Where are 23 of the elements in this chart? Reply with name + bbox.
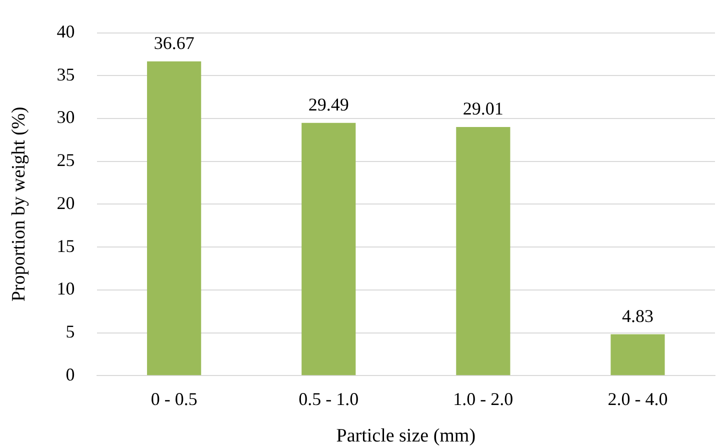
bar bbox=[147, 61, 202, 376]
x-tick-label: 1.0 - 2.0 bbox=[453, 389, 514, 410]
y-tick-label: 35 bbox=[56, 64, 75, 84]
data-label: 36.67 bbox=[154, 33, 194, 54]
data-label: 29.49 bbox=[308, 94, 349, 115]
x-tick-label: 0.5 - 1.0 bbox=[298, 389, 359, 410]
data-label: 29.01 bbox=[462, 98, 504, 119]
y-tick-label: 25 bbox=[56, 150, 75, 170]
y-tick-label: 0 bbox=[66, 364, 75, 384]
bar bbox=[456, 126, 510, 376]
bar bbox=[610, 334, 665, 376]
y-tick-label: 20 bbox=[56, 192, 75, 213]
y-axis-title: Proportion by weight (%) bbox=[8, 106, 30, 302]
y-tick-label: 15 bbox=[56, 236, 75, 256]
x-tick-label: 2.0 - 4.0 bbox=[608, 389, 668, 410]
data-label: 4.83 bbox=[622, 306, 654, 326]
x-axis-title: Particle size (mm) bbox=[336, 426, 476, 447]
y-tick-label: 30 bbox=[56, 107, 75, 128]
y-tick-label: 10 bbox=[56, 278, 75, 299]
bar bbox=[302, 122, 356, 376]
x-tick-label: 0 - 0.5 bbox=[150, 389, 198, 410]
y-tick-label: 5 bbox=[66, 321, 75, 342]
y-tick-label: 40 bbox=[56, 22, 75, 42]
